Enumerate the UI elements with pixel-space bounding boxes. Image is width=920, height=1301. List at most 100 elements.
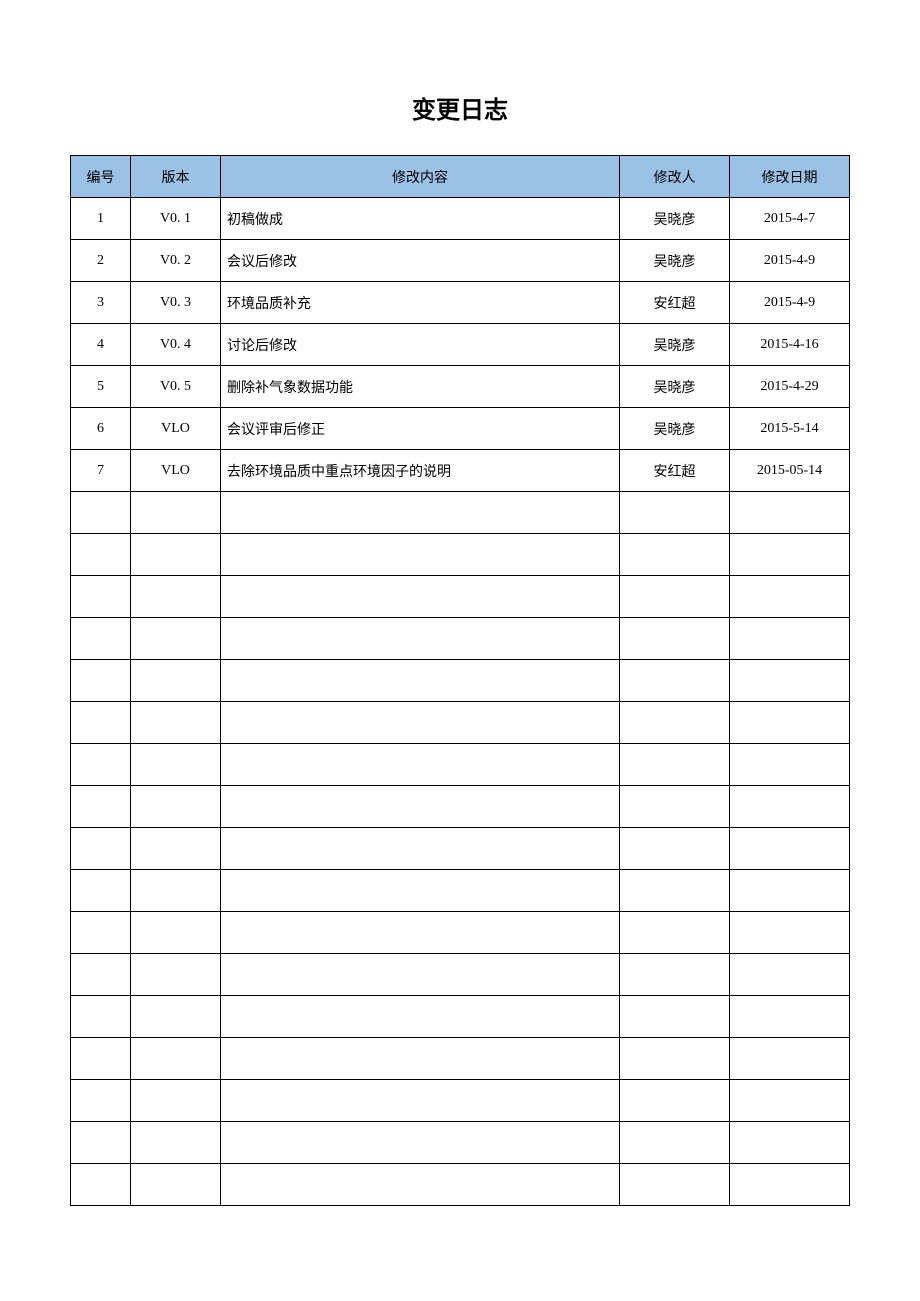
cell-date [730, 660, 850, 702]
table-row [71, 744, 850, 786]
column-header-version: 版本 [131, 156, 221, 198]
cell-date [730, 1164, 850, 1206]
cell-id: 2 [71, 240, 131, 282]
table-row [71, 702, 850, 744]
cell-content: 会议后修改 [221, 240, 620, 282]
cell-version [131, 660, 221, 702]
table-row [71, 660, 850, 702]
cell-id: 5 [71, 366, 131, 408]
page-title: 变更日志 [70, 90, 850, 125]
cell-id [71, 702, 131, 744]
cell-content: 去除环境品质中重点环境因子的说明 [221, 450, 620, 492]
table-row [71, 996, 850, 1038]
cell-date [730, 576, 850, 618]
cell-version [131, 534, 221, 576]
cell-id [71, 1122, 131, 1164]
cell-content: 会议评审后修正 [221, 408, 620, 450]
cell-version: V0. 3 [131, 282, 221, 324]
cell-author [620, 702, 730, 744]
cell-date [730, 1122, 850, 1164]
cell-id [71, 576, 131, 618]
cell-author [620, 954, 730, 996]
cell-author [620, 996, 730, 1038]
table-row [71, 954, 850, 996]
cell-id [71, 954, 131, 996]
cell-id [71, 828, 131, 870]
table-header-row: 编号 版本 修改内容 修改人 修改日期 [71, 156, 850, 198]
column-header-content: 修改内容 [221, 156, 620, 198]
cell-author: 安红超 [620, 450, 730, 492]
cell-author [620, 1038, 730, 1080]
cell-date [730, 912, 850, 954]
cell-id [71, 1038, 131, 1080]
cell-date [730, 618, 850, 660]
cell-version [131, 828, 221, 870]
cell-id [71, 618, 131, 660]
table-row [71, 912, 850, 954]
cell-author [620, 1164, 730, 1206]
cell-author [620, 534, 730, 576]
cell-id: 6 [71, 408, 131, 450]
cell-content [221, 534, 620, 576]
cell-version [131, 702, 221, 744]
cell-author: 吴晓彦 [620, 198, 730, 240]
cell-author [620, 828, 730, 870]
cell-date: 2015-5-14 [730, 408, 850, 450]
table-row [71, 534, 850, 576]
cell-author: 吴晓彦 [620, 366, 730, 408]
table-row [71, 786, 850, 828]
cell-content: 初稿做成 [221, 198, 620, 240]
cell-id [71, 744, 131, 786]
cell-date [730, 1038, 850, 1080]
cell-version [131, 618, 221, 660]
table-row: 6VLO会议评审后修正吴晓彦2015-5-14 [71, 408, 850, 450]
cell-content [221, 1080, 620, 1122]
table-row [71, 870, 850, 912]
table-row [71, 1122, 850, 1164]
cell-id [71, 534, 131, 576]
table-row [71, 576, 850, 618]
column-header-date: 修改日期 [730, 156, 850, 198]
cell-content [221, 702, 620, 744]
cell-version: VLO [131, 450, 221, 492]
cell-content [221, 492, 620, 534]
table-row: 4V0. 4讨论后修改吴晓彦2015-4-16 [71, 324, 850, 366]
cell-date [730, 786, 850, 828]
table-body: 1V0. 1初稿做成吴晓彦2015-4-72V0. 2会议后修改吴晓彦2015-… [71, 198, 850, 1206]
changelog-table: 编号 版本 修改内容 修改人 修改日期 1V0. 1初稿做成吴晓彦2015-4-… [70, 155, 850, 1206]
cell-date [730, 1080, 850, 1122]
cell-version: V0. 5 [131, 366, 221, 408]
cell-date [730, 534, 850, 576]
cell-date: 2015-4-16 [730, 324, 850, 366]
cell-author [620, 618, 730, 660]
cell-author [620, 660, 730, 702]
cell-version [131, 744, 221, 786]
table-row: 2V0. 2会议后修改吴晓彦2015-4-9 [71, 240, 850, 282]
cell-content [221, 828, 620, 870]
cell-id: 7 [71, 450, 131, 492]
cell-author: 吴晓彦 [620, 408, 730, 450]
cell-id [71, 870, 131, 912]
cell-author: 安红超 [620, 282, 730, 324]
cell-date: 2015-05-14 [730, 450, 850, 492]
cell-date [730, 744, 850, 786]
cell-content [221, 744, 620, 786]
cell-id: 3 [71, 282, 131, 324]
cell-date [730, 492, 850, 534]
cell-content: 删除补气象数据功能 [221, 366, 620, 408]
table-row [71, 1080, 850, 1122]
cell-version [131, 1122, 221, 1164]
table-row: 3V0. 3环境品质补充安红超2015-4-9 [71, 282, 850, 324]
cell-content [221, 1164, 620, 1206]
cell-content [221, 870, 620, 912]
cell-content: 环境品质补充 [221, 282, 620, 324]
cell-version [131, 954, 221, 996]
cell-version: VLO [131, 408, 221, 450]
cell-id [71, 492, 131, 534]
table-row [71, 492, 850, 534]
cell-date [730, 996, 850, 1038]
cell-date [730, 702, 850, 744]
cell-version: V0. 4 [131, 324, 221, 366]
cell-version [131, 870, 221, 912]
cell-version [131, 576, 221, 618]
